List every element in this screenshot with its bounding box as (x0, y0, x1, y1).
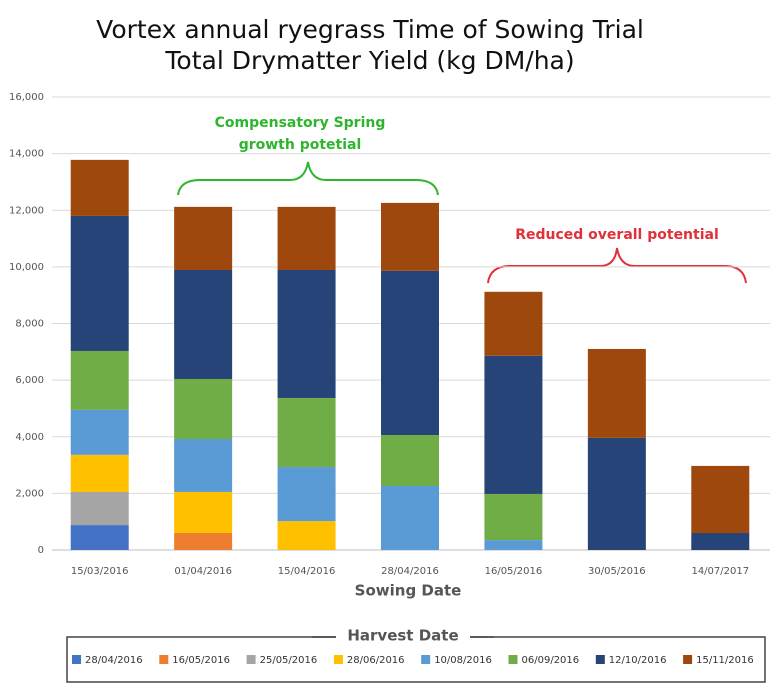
bar-segment (174, 378, 233, 440)
bar-segment (70, 525, 129, 550)
bar-segment (70, 491, 129, 526)
y-tick-label: 8,000 (15, 319, 44, 330)
x-tick-label: 15/04/2016 (278, 566, 336, 577)
legend-swatch (159, 655, 169, 664)
chart-title: Vortex annual ryegrass Time of Sowing Tr… (96, 15, 644, 44)
x-tick-label: 15/03/2016 (71, 566, 129, 577)
x-tick-label: 16/05/2016 (485, 566, 543, 577)
bar-segment (70, 454, 129, 492)
x-tick-label: 28/04/2016 (381, 566, 439, 577)
y-tick-label: 10,000 (9, 262, 44, 273)
chart-title: Total Drymatter Yield (kg DM/ha) (164, 46, 574, 75)
legend-swatch (683, 655, 693, 664)
bar-segment (587, 437, 646, 550)
bar-segment (484, 540, 543, 550)
x-axis-title: Sowing Date (355, 582, 462, 600)
bar-segment (484, 355, 543, 494)
y-tick-label: 16,000 (9, 92, 44, 103)
bar-segment (277, 397, 336, 468)
bar-segment (70, 409, 129, 455)
brace (487, 247, 747, 284)
bar-segment (277, 521, 336, 550)
bar-segment (277, 269, 336, 398)
y-tick-label: 6,000 (15, 375, 44, 386)
bar-segment (277, 467, 336, 522)
bar-segment (484, 493, 543, 541)
legend-title: Harvest Date (347, 627, 458, 645)
y-tick-label: 4,000 (15, 432, 44, 443)
x-tick-label: 01/04/2016 (174, 566, 232, 577)
bar-segment (691, 533, 750, 550)
bar-segment (70, 350, 129, 410)
annotation: Compensatory Spring (215, 115, 386, 131)
bar-segment (277, 206, 336, 270)
bar-segment (381, 270, 439, 436)
bar-segment (70, 159, 129, 216)
legend-label: 10/08/2016 (434, 655, 492, 666)
bar-segment (691, 465, 750, 534)
bar-segment (381, 486, 439, 550)
bar-segment (484, 291, 543, 356)
y-tick-label: 14,000 (9, 149, 44, 160)
legend-title-bg (336, 627, 470, 645)
legend-label: 16/05/2016 (172, 655, 230, 666)
legend-label: 06/09/2016 (522, 655, 580, 666)
legend-swatch (595, 655, 605, 664)
legend-swatch (72, 655, 81, 664)
legend-label: 28/04/2016 (85, 655, 143, 666)
bar-segment (381, 202, 439, 271)
bar-segment (174, 269, 233, 379)
legend-swatch (246, 655, 256, 664)
bar-segment (70, 215, 129, 351)
legend-swatch (508, 655, 518, 664)
legend-label: 28/06/2016 (347, 655, 405, 666)
bar-segment (174, 206, 233, 270)
bar-segment (381, 435, 439, 487)
bar-segment (174, 533, 233, 550)
legend-label: 25/05/2016 (260, 655, 318, 666)
bar-segment (174, 491, 233, 534)
y-tick-label: 2,000 (15, 488, 44, 499)
annotation: Reduced overall potential (515, 227, 719, 243)
legend-swatch (333, 655, 343, 664)
annotation: growth potetial (239, 137, 362, 153)
y-tick-label: 0 (38, 545, 44, 556)
bar-segment (587, 348, 646, 438)
legend-swatch (421, 655, 431, 664)
x-tick-label: 30/05/2016 (588, 566, 646, 577)
legend-label: 12/10/2016 (609, 655, 667, 666)
brace (177, 161, 439, 196)
legend-label: 15/11/2016 (696, 655, 754, 666)
bar-segment (174, 439, 233, 492)
y-tick-label: 12,000 (9, 205, 44, 216)
x-tick-label: 14/07/2017 (691, 566, 749, 577)
